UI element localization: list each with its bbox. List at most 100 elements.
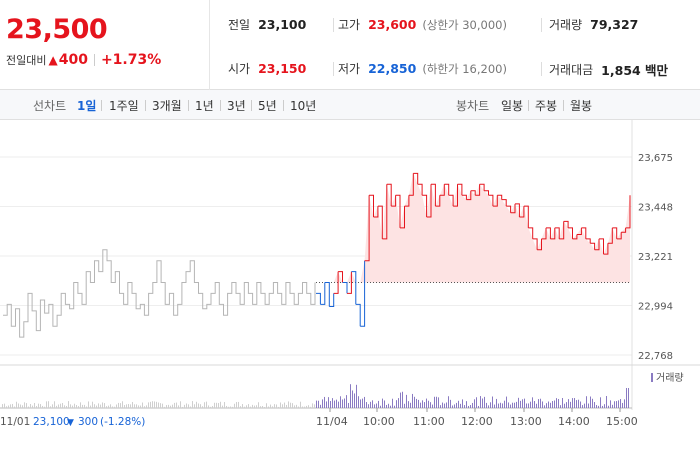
volume-bar <box>294 405 295 408</box>
volume-bar <box>472 402 473 408</box>
today-line-segment <box>413 172 419 185</box>
today-line-segment <box>515 203 520 217</box>
volume-bar <box>198 403 199 408</box>
tab-10year[interactable]: 10년 <box>290 99 317 113</box>
volume-bar <box>566 402 567 408</box>
tab-3year[interactable]: 3년 <box>227 99 246 113</box>
tab-daily-candle[interactable]: 일봉 <box>501 99 524 113</box>
volume-bar <box>192 401 193 408</box>
volume-bar <box>620 399 621 408</box>
volume-bar <box>100 404 101 408</box>
today-line-segment <box>594 238 600 251</box>
volume-bar <box>184 404 185 408</box>
volume-bar <box>468 405 469 408</box>
today-line-segment <box>369 194 374 217</box>
volume-bar <box>28 406 29 408</box>
stat-open: 시가 23,150 <box>228 60 306 77</box>
today-line-segment <box>453 184 458 207</box>
today-line-segment <box>616 232 622 240</box>
volume-bar <box>494 404 495 408</box>
volume-bar <box>22 405 23 408</box>
volume-bar <box>248 404 249 408</box>
volume-bar <box>514 402 515 408</box>
volume-bar <box>362 398 363 408</box>
volume-bar <box>428 400 429 408</box>
volume-bar <box>410 402 411 408</box>
today-line-segment <box>364 195 370 262</box>
volume-bar <box>170 405 171 408</box>
volume-bar <box>108 405 109 408</box>
volume-bar <box>534 401 535 408</box>
volume-bar <box>386 404 387 408</box>
stat-divider <box>541 18 542 32</box>
volume-bar <box>128 404 129 408</box>
volume-bar <box>80 402 81 408</box>
volume-bar <box>496 398 497 408</box>
volume-bar <box>224 402 225 408</box>
volume-bar <box>470 405 471 408</box>
volume-bar <box>416 398 417 408</box>
volume-bar <box>618 400 619 408</box>
volume-bar <box>46 401 47 408</box>
today-line-segment <box>320 282 326 305</box>
tab-1day[interactable]: 1일 <box>77 99 97 113</box>
volume-bar <box>500 402 501 408</box>
volume-bar <box>432 404 433 408</box>
today-line-segment <box>457 183 463 196</box>
today-line-segment <box>417 183 423 196</box>
today-line-segment <box>585 238 591 244</box>
today-line-segment <box>537 238 542 251</box>
volume-bar <box>146 405 147 408</box>
volume-bar <box>626 388 627 408</box>
tab-1week[interactable]: 1주일 <box>109 99 139 113</box>
down-triangle-icon: ▼ <box>67 418 74 428</box>
today-line-segment <box>546 227 551 239</box>
tab-weekly-candle[interactable]: 주봉 <box>535 99 558 113</box>
prev-day-line <box>3 249 316 338</box>
volume-bar <box>228 406 229 408</box>
volume-bar <box>556 398 557 408</box>
tab-divider <box>145 100 146 111</box>
tab-1year[interactable]: 1년 <box>195 99 214 113</box>
y-tick-label: 22,994 <box>638 302 673 313</box>
volume-bar <box>374 404 375 408</box>
volume-bar <box>332 398 333 408</box>
volume-bar <box>280 402 281 408</box>
volume-bar <box>60 403 61 408</box>
volume-bar <box>300 401 301 408</box>
volume-bar <box>330 401 331 408</box>
volume-bar <box>582 405 583 408</box>
volume-bar <box>162 403 163 408</box>
volume-bar <box>406 394 407 408</box>
volume-bar <box>24 402 25 408</box>
volume-bar <box>578 399 579 408</box>
volume-bar <box>132 401 133 408</box>
volume-bar <box>512 402 513 408</box>
volume-bar <box>486 402 487 408</box>
price-chart: 23,675 23,448 23,221 22,994 22,768 11/04 10:0… <box>0 120 700 428</box>
volume-bar <box>104 403 105 408</box>
today-line-segment <box>360 260 366 327</box>
today-line-segment <box>572 234 578 240</box>
volume-bar <box>76 405 77 408</box>
today-line-segment <box>470 190 476 196</box>
stat-label: 고가 <box>338 18 361 32</box>
volume-bar <box>222 405 223 408</box>
tab-monthly-candle[interactable]: 월봉 <box>570 99 593 113</box>
stat-label: 거래량 <box>549 18 583 32</box>
volume-bar <box>360 399 361 408</box>
x-axis-label: 11/04 <box>316 415 348 428</box>
tab-5year[interactable]: 5년 <box>258 99 277 113</box>
volume-bar <box>592 398 593 408</box>
volume-bar <box>588 403 589 408</box>
volume-bar <box>366 402 367 408</box>
volume-bar <box>256 405 257 408</box>
footer-close: 23,100 <box>33 416 70 428</box>
volume-bar <box>358 396 359 408</box>
volume-bar <box>156 401 157 408</box>
tab-3month[interactable]: 3개월 <box>152 99 182 113</box>
volume-bar <box>478 405 479 408</box>
volume-bar <box>130 404 131 408</box>
volume-bar <box>260 406 261 408</box>
volume-bar <box>564 403 565 408</box>
